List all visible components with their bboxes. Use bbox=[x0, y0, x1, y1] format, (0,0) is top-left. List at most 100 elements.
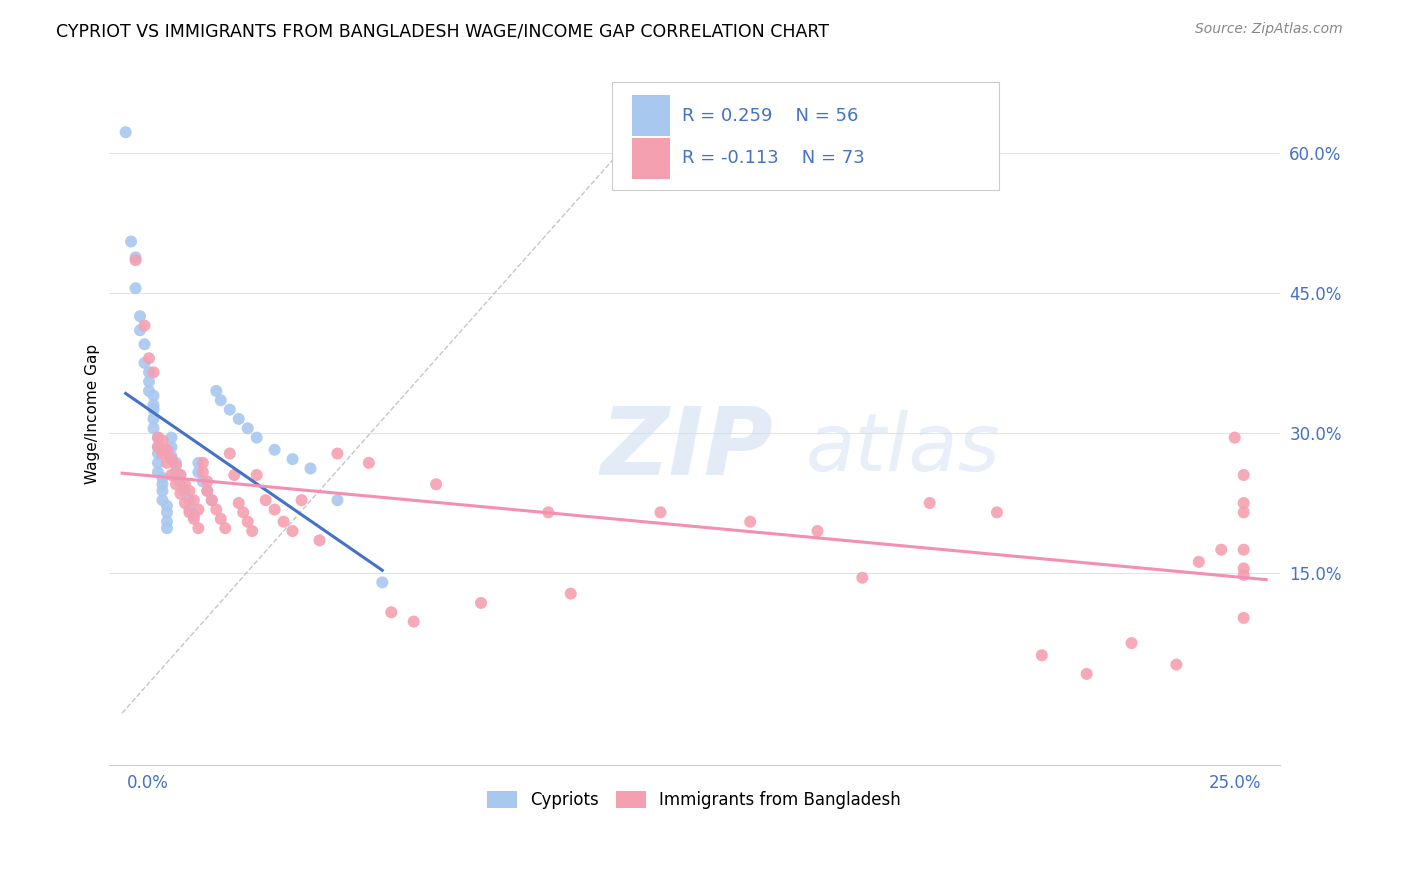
Point bbox=[470, 596, 492, 610]
Point bbox=[537, 505, 560, 519]
Point bbox=[156, 456, 179, 470]
Point bbox=[232, 505, 254, 519]
Point bbox=[1211, 542, 1233, 557]
Point bbox=[195, 483, 218, 498]
Point bbox=[918, 496, 941, 510]
Point bbox=[187, 465, 209, 479]
Point bbox=[156, 505, 179, 519]
Point bbox=[134, 337, 156, 351]
Point bbox=[281, 524, 304, 538]
Point bbox=[134, 318, 156, 333]
Point bbox=[179, 483, 201, 498]
Point bbox=[209, 512, 232, 526]
Point bbox=[1233, 542, 1256, 557]
Point bbox=[1233, 611, 1256, 625]
Point bbox=[165, 456, 187, 470]
Point bbox=[152, 493, 174, 508]
Point bbox=[1233, 561, 1256, 575]
Point bbox=[142, 389, 165, 403]
Point bbox=[205, 502, 228, 516]
Point bbox=[357, 456, 380, 470]
Point bbox=[152, 471, 174, 485]
Point bbox=[425, 477, 447, 491]
Point bbox=[129, 310, 152, 324]
Point bbox=[142, 398, 165, 412]
Point bbox=[371, 575, 394, 590]
Point bbox=[191, 456, 214, 470]
Point bbox=[214, 521, 236, 535]
Bar bbox=[633, 95, 669, 136]
Point bbox=[179, 493, 201, 508]
Point bbox=[179, 502, 201, 516]
Point bbox=[1031, 648, 1053, 663]
Point bbox=[263, 502, 285, 516]
Point bbox=[281, 452, 304, 467]
Point bbox=[1166, 657, 1188, 672]
Point bbox=[183, 493, 205, 508]
Point bbox=[156, 515, 179, 529]
Point bbox=[263, 442, 285, 457]
Point bbox=[160, 468, 183, 483]
Point bbox=[152, 477, 174, 491]
Point bbox=[740, 515, 762, 529]
Point bbox=[1233, 568, 1256, 582]
Point bbox=[1233, 496, 1256, 510]
Point bbox=[169, 468, 191, 483]
Point bbox=[290, 493, 312, 508]
Text: R = 0.259    N = 56: R = 0.259 N = 56 bbox=[682, 106, 859, 125]
Point bbox=[160, 452, 183, 467]
Point bbox=[169, 468, 191, 483]
Point bbox=[165, 477, 187, 491]
Point bbox=[1233, 505, 1256, 519]
Point bbox=[246, 431, 269, 445]
Point bbox=[138, 375, 160, 389]
Point bbox=[152, 483, 174, 498]
Point bbox=[228, 496, 250, 510]
Point bbox=[169, 486, 191, 500]
Point bbox=[228, 412, 250, 426]
Legend: Cypriots, Immigrants from Bangladesh: Cypriots, Immigrants from Bangladesh bbox=[481, 784, 908, 815]
Point bbox=[183, 512, 205, 526]
Point bbox=[1233, 468, 1256, 483]
Point bbox=[402, 615, 425, 629]
Point bbox=[218, 402, 240, 417]
Point bbox=[120, 235, 142, 249]
Point bbox=[179, 505, 201, 519]
Text: ZIP: ZIP bbox=[600, 403, 773, 495]
Point bbox=[146, 446, 169, 460]
Point bbox=[134, 356, 156, 370]
Point bbox=[114, 125, 136, 139]
Point bbox=[146, 431, 169, 445]
Point bbox=[380, 605, 402, 619]
Point bbox=[138, 384, 160, 398]
Point bbox=[191, 465, 214, 479]
Point bbox=[326, 493, 349, 508]
Point bbox=[152, 446, 174, 460]
Point bbox=[326, 446, 349, 460]
Point bbox=[146, 440, 169, 454]
Point bbox=[308, 533, 330, 548]
FancyBboxPatch shape bbox=[612, 81, 998, 190]
Point bbox=[187, 502, 209, 516]
Text: atlas: atlas bbox=[806, 410, 1000, 488]
Point bbox=[142, 365, 165, 379]
Point bbox=[160, 431, 183, 445]
Point bbox=[201, 493, 224, 508]
Point bbox=[142, 402, 165, 417]
Point bbox=[169, 475, 191, 489]
Point bbox=[806, 524, 828, 538]
Point bbox=[174, 477, 197, 491]
Point bbox=[160, 450, 183, 464]
Point bbox=[201, 493, 224, 508]
Point bbox=[156, 521, 179, 535]
Text: R = -0.113    N = 73: R = -0.113 N = 73 bbox=[682, 149, 865, 167]
Point bbox=[160, 440, 183, 454]
Point bbox=[165, 458, 187, 473]
Text: 0.0%: 0.0% bbox=[127, 774, 169, 792]
Point bbox=[299, 461, 322, 475]
Point bbox=[146, 440, 169, 454]
Point bbox=[273, 515, 295, 529]
Point bbox=[209, 393, 232, 408]
Point bbox=[254, 493, 277, 508]
Point bbox=[146, 431, 169, 445]
